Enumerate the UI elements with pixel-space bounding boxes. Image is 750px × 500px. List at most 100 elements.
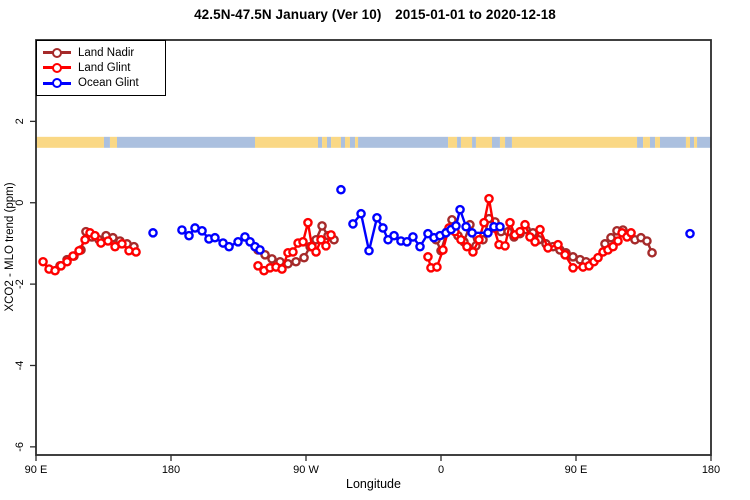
data-point-land-glint <box>500 241 510 251</box>
data-point-land-glint <box>50 265 60 276</box>
y-tick-label: -2 <box>14 279 26 289</box>
legend-label-land-nadir: Land Nadir <box>78 46 135 59</box>
data-point-land-glint <box>62 256 72 267</box>
legend-label-land-glint: Land Glint <box>78 61 131 74</box>
legend-circle-land-nadir-icon <box>52 47 62 58</box>
x-tick-label: 90 E <box>565 464 588 476</box>
data-point-land-glint <box>560 250 570 260</box>
legend-marker-land-glint-icon <box>43 61 71 74</box>
data-point-land-glint <box>479 217 489 228</box>
map-strip-ocean-segment <box>492 136 500 148</box>
map-strip-ocean-segment <box>457 136 461 148</box>
map-strip-land-segment <box>499 136 506 148</box>
data-point-land-glint <box>80 234 90 245</box>
data-point-ocean-glint <box>184 230 194 241</box>
data-point-land-nadir <box>291 256 301 267</box>
data-point-ocean-glint <box>495 221 505 232</box>
data-point-land-glint <box>484 193 494 204</box>
data-point-land-glint <box>277 264 287 274</box>
data-point-ocean-glint <box>364 245 374 256</box>
legend-circle-land-glint-icon <box>52 62 62 73</box>
data-point-land-glint <box>468 247 478 257</box>
data-point-ocean-glint <box>389 230 399 241</box>
data-point-land-glint <box>117 239 127 249</box>
map-strip-land-segment <box>643 136 650 148</box>
data-point-ocean-glint <box>455 204 465 215</box>
data-point-ocean-glint <box>148 228 158 238</box>
data-point-ocean-glint <box>372 212 382 223</box>
map-strip-land-segment <box>109 136 117 148</box>
legend-circle-ocean-glint-icon <box>52 78 62 89</box>
data-point-land-glint <box>131 247 141 257</box>
map-strip-land-segment <box>355 136 359 148</box>
data-point-ocean-glint <box>356 208 366 219</box>
map-strip-ocean-segment <box>349 136 356 148</box>
data-point-land-glint <box>303 217 313 228</box>
x-axis-label: Longitude <box>346 477 401 491</box>
y-tick-label: -6 <box>14 442 26 452</box>
data-point-land-glint <box>423 252 433 262</box>
map-strip-ocean-segment <box>660 136 686 148</box>
map-strip-ocean-segment <box>637 136 644 148</box>
data-point-land-glint <box>505 217 515 228</box>
data-point-land-glint <box>438 245 448 255</box>
map-strip-ocean-segment <box>318 136 323 148</box>
data-point-ocean-glint <box>483 228 493 238</box>
data-point-ocean-glint <box>233 237 243 247</box>
data-point-land-nadir <box>647 247 657 258</box>
plot-box <box>35 39 712 456</box>
legend: Land Nadir Land Glint Ocean Glint <box>36 40 166 96</box>
legend-item-land-nadir: Land Nadir <box>43 45 159 60</box>
data-point-land-glint <box>298 237 308 247</box>
map-strip-ocean-segment <box>505 136 512 148</box>
map-strip-land-segment <box>460 136 473 148</box>
data-point-land-glint <box>326 230 336 240</box>
data-point-land-glint <box>68 251 78 261</box>
data-point-ocean-glint <box>177 225 187 235</box>
legend-marker-ocean-glint-icon <box>43 77 71 90</box>
data-point-ocean-glint <box>685 228 695 239</box>
legend-item-land-glint: Land Glint <box>43 60 159 75</box>
legend-label-ocean-glint: Ocean Glint <box>78 77 139 90</box>
data-point-ocean-glint <box>378 223 388 233</box>
data-point-land-glint <box>593 252 603 263</box>
data-point-land-glint <box>474 234 484 245</box>
data-point-land-glint <box>90 230 100 241</box>
data-point-ocean-glint <box>451 221 461 231</box>
map-strip-land-segment <box>655 136 660 148</box>
data-point-ocean-glint <box>210 232 220 243</box>
data-point-land-nadir <box>317 221 327 231</box>
data-point-land-glint <box>462 241 472 252</box>
map-strip-ocean-segment <box>649 136 656 148</box>
y-tick-label: -4 <box>14 361 26 371</box>
map-strip-ocean-segment <box>327 136 332 148</box>
legend-marker-land-nadir-icon <box>43 46 71 59</box>
data-point-land-glint <box>613 236 623 246</box>
map-strip-land-segment <box>331 136 341 148</box>
y-tick-label: 0 <box>14 200 26 206</box>
data-point-land-glint <box>535 224 545 235</box>
data-point-land-glint <box>321 241 331 251</box>
data-point-land-glint <box>103 236 113 246</box>
x-tick-label: 90 W <box>293 464 319 476</box>
map-strip-land-segment <box>511 136 638 148</box>
map-strip-land-segment <box>36 136 104 148</box>
data-point-land-glint <box>38 256 48 267</box>
data-point-ocean-glint <box>408 232 418 242</box>
data-point-land-glint <box>311 247 321 257</box>
data-point-ocean-glint <box>255 245 265 255</box>
x-tick-label: 90 E <box>25 464 48 476</box>
data-point-land-glint <box>74 245 84 256</box>
map-strip-land-segment <box>322 136 327 148</box>
data-point-land-glint <box>520 219 530 230</box>
data-point-ocean-glint <box>348 219 358 229</box>
data-point-land-glint <box>288 247 298 257</box>
map-strip-land-segment <box>345 136 350 148</box>
data-point-land-nadir <box>642 236 652 246</box>
data-point-ocean-glint <box>224 241 234 252</box>
x-tick-label: 0 <box>438 464 444 476</box>
data-point-land-glint <box>456 234 466 245</box>
map-strip-ocean-segment <box>340 136 345 148</box>
data-point-ocean-glint <box>461 221 471 232</box>
